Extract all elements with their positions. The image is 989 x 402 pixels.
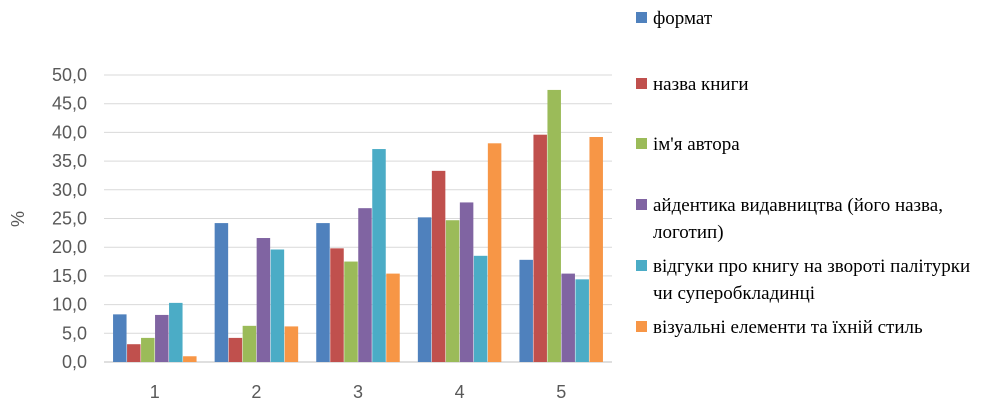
bar (431, 170, 446, 362)
bar (589, 136, 603, 362)
legend-item: назва книги (636, 71, 983, 98)
x-tick-label: 4 (455, 382, 465, 402)
bar (330, 248, 344, 362)
y-tick-label: 35,0 (52, 151, 87, 171)
x-tick-label: 2 (251, 382, 261, 402)
legend-item: формат (636, 5, 983, 32)
bar (459, 202, 474, 362)
y-tick-label: 20,0 (52, 237, 87, 257)
legend-swatch (636, 78, 647, 89)
bar (473, 255, 488, 362)
bar (228, 337, 243, 362)
y-tick-label: 10,0 (52, 295, 87, 315)
bar (214, 223, 229, 362)
y-tick-label: 50,0 (52, 65, 87, 85)
bar (386, 273, 400, 362)
y-tick-label: 15,0 (52, 266, 87, 286)
gridlines (104, 74, 612, 363)
bar (127, 344, 141, 362)
x-tick-label: 5 (556, 382, 566, 402)
legend-swatch (636, 260, 647, 271)
bar (242, 325, 257, 362)
bar (358, 208, 372, 362)
bar (169, 302, 183, 362)
bar (183, 356, 197, 362)
y-tick-label: 45,0 (52, 94, 87, 114)
legend-label: відгуки про книгу на звороті палітурки ч… (653, 256, 971, 304)
y-axis-label: % (8, 211, 28, 227)
bar (155, 314, 169, 362)
legend-swatch (636, 12, 647, 23)
bar (344, 261, 358, 362)
legend-label: назва книги (653, 74, 749, 95)
bar (113, 314, 127, 362)
y-tick-label: 25,0 (52, 209, 87, 229)
legend-item: ім'я автора (636, 131, 983, 158)
legend-item: візуальні елементи та їхній стиль (636, 314, 983, 341)
legend-label: візуальні елементи та їхній стиль (653, 317, 923, 338)
x-tick-label: 1 (150, 382, 160, 402)
legend-label: ім'я автора (653, 134, 740, 155)
bar (445, 220, 460, 362)
legend-item: айдентика видавництва (його назва, логот… (636, 192, 983, 246)
bars (113, 89, 603, 362)
y-axis-ticks: 0,0 5,0 10,0 15,0 20,0 25,0 30,0 35,0 40,0 45,0 50… (52, 65, 87, 372)
bar (141, 337, 155, 362)
bar (547, 89, 561, 362)
bar (533, 134, 547, 362)
bar (372, 149, 386, 362)
legend-label: айдентика видавництва (його назва, логот… (653, 195, 943, 243)
legend: формат назва книги ім'я автора айдентика ви… (636, 0, 986, 402)
bar (270, 249, 285, 362)
bar (487, 143, 502, 362)
bar (519, 259, 533, 362)
y-tick-label: 40,0 (52, 122, 87, 142)
bar (575, 279, 589, 362)
x-axis-ticks: 1 2 3 4 5 (150, 382, 566, 402)
legend-item: відгуки про книгу на звороті палітурки ч… (636, 253, 983, 307)
bar (284, 326, 299, 362)
bar (256, 238, 271, 362)
legend-swatch (636, 199, 647, 210)
y-tick-label: 0,0 (62, 352, 87, 372)
bar (316, 223, 330, 362)
y-tick-label: 30,0 (52, 180, 87, 200)
legend-swatch (636, 321, 647, 332)
legend-swatch (636, 138, 647, 149)
y-tick-label: 5,0 (62, 323, 87, 343)
x-tick-label: 3 (353, 382, 363, 402)
bar (561, 273, 575, 362)
bar (417, 217, 432, 362)
legend-label: формат (653, 8, 713, 29)
